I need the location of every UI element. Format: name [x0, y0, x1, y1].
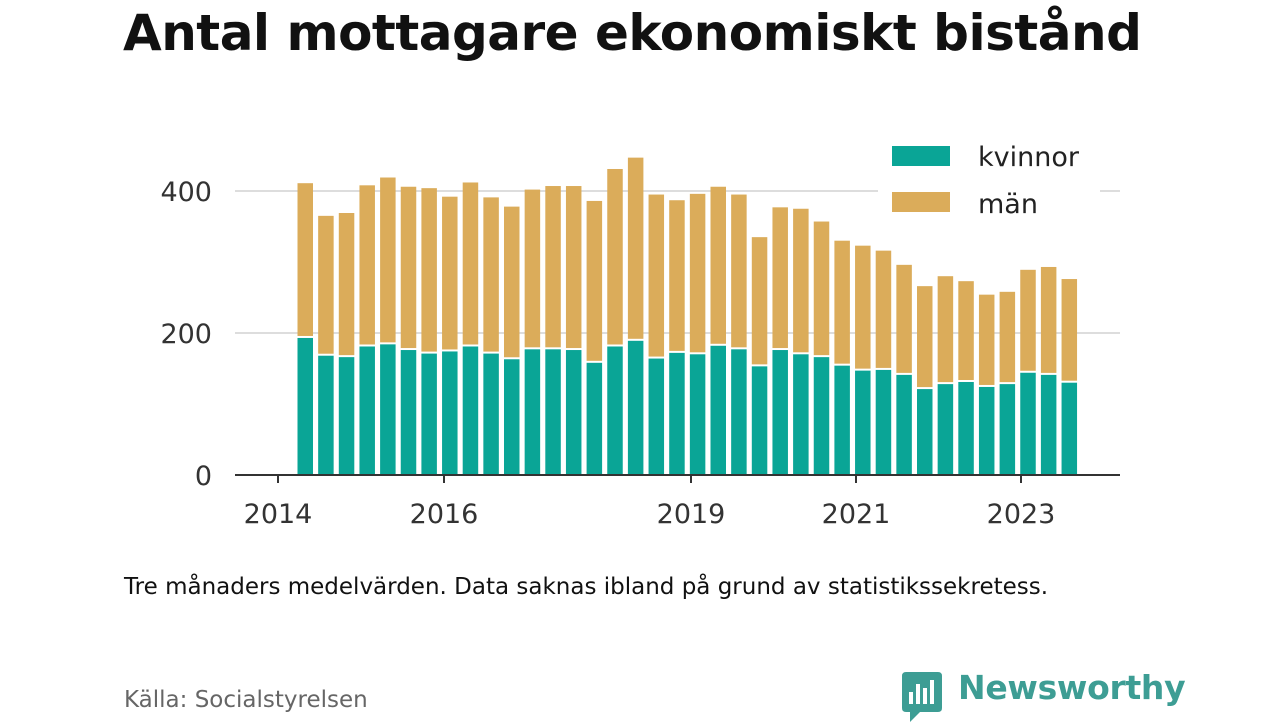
bar-man-6 [421, 188, 437, 352]
bar-kvinnor-13 [565, 350, 582, 475]
bar-man-2 [338, 213, 355, 356]
bar-man-37 [1061, 279, 1078, 381]
x-tick-label-2023: 2023 [987, 499, 1056, 530]
bar-kvinnor-0 [297, 337, 313, 475]
bar-kvinnor-1 [318, 355, 334, 475]
bar-kvinnor-2 [338, 357, 355, 475]
legend-label-man: män [978, 189, 1038, 220]
bar-man-19 [689, 193, 706, 353]
brand-name: Newsworthy [958, 668, 1186, 707]
bar-kvinnor-4 [380, 344, 396, 475]
bar-man-0 [297, 183, 313, 336]
y-tick-label-200: 200 [160, 319, 212, 350]
stacked-bar-chart: 0 200 400 2014 2016 2019 2021 2023 kvinnor män [160, 134, 1120, 530]
bar-man-18 [669, 200, 685, 351]
bar-kvinnor-36 [1040, 374, 1057, 475]
bar-kvinnor-26 [834, 365, 850, 475]
bar-man-22 [751, 237, 768, 365]
legend-label-kvinnor: kvinnor [978, 142, 1080, 173]
bar-man-33 [978, 294, 995, 385]
bar-man-4 [380, 177, 396, 343]
x-tick-label-2019: 2019 [657, 499, 726, 530]
bar-kvinnor-5 [400, 350, 417, 475]
x-tick-label-2021: 2021 [822, 499, 891, 530]
bar-kvinnor-16 [627, 340, 644, 475]
bar-man-17 [648, 194, 665, 357]
bar-kvinnor-12 [545, 349, 561, 475]
axes: 0 200 400 2014 2016 2019 2021 2023 [160, 177, 1120, 530]
chart-title: Antal mottagare ekonomiskt bistånd [123, 4, 1142, 62]
bar-kvinnor-37 [1061, 382, 1078, 475]
bar-kvinnor-6 [421, 353, 437, 475]
bar-man-16 [627, 157, 644, 339]
bar-man-29 [896, 264, 912, 373]
bar-kvinnor-10 [504, 359, 520, 475]
bar-man-26 [834, 240, 850, 364]
bar-man-30 [917, 286, 933, 388]
bar-man-8 [462, 182, 479, 345]
bar-man-27 [855, 245, 871, 369]
bar-kvinnor-30 [917, 389, 933, 475]
bar-kvinnor-35 [1020, 372, 1036, 475]
bar-man-7 [442, 196, 458, 350]
bar-man-28 [875, 250, 892, 368]
bar-kvinnor-7 [442, 351, 458, 475]
bar-man-3 [359, 185, 375, 345]
bar-man-25 [813, 221, 830, 356]
bar-man-9 [483, 197, 499, 352]
bar-man-11 [524, 189, 541, 348]
x-tick-label-2016: 2016 [410, 499, 479, 530]
bar-man-20 [710, 186, 726, 344]
bar-kvinnor-24 [793, 354, 809, 475]
bar-kvinnor-33 [978, 386, 995, 475]
y-tick-label-400: 400 [160, 177, 212, 208]
bar-kvinnor-32 [958, 381, 974, 475]
bar-kvinnor-25 [813, 357, 830, 475]
x-tick-label-2014: 2014 [244, 499, 313, 530]
bar-kvinnor-27 [855, 370, 871, 475]
bar-kvinnor-20 [710, 345, 726, 475]
bar-man-13 [565, 186, 582, 349]
bar-man-1 [318, 215, 334, 354]
bar-man-21 [731, 194, 747, 348]
bar-kvinnor-31 [937, 384, 954, 475]
source-text: Källa: Socialstyrelsen [124, 687, 368, 713]
legend: kvinnor män [878, 134, 1100, 238]
bar-man-32 [958, 281, 974, 380]
bar-kvinnor-17 [648, 358, 665, 475]
bar-man-10 [504, 206, 520, 358]
bar-man-12 [545, 186, 561, 348]
bar-kvinnor-3 [359, 346, 375, 475]
bar-kvinnor-28 [875, 369, 892, 475]
bar-kvinnor-15 [607, 346, 623, 475]
bar-kvinnor-34 [999, 384, 1016, 475]
bar-kvinnor-22 [751, 366, 768, 475]
bar-kvinnor-14 [586, 362, 603, 475]
chart-note: Tre månaders medelvärden. Data saknas ib… [124, 574, 1049, 600]
bar-man-31 [937, 276, 954, 383]
bar-kvinnor-23 [772, 350, 788, 475]
y-tick-label-0: 0 [195, 461, 212, 492]
bar-man-24 [793, 208, 809, 353]
bar-kvinnor-9 [483, 353, 499, 475]
bar-kvinnor-18 [669, 352, 685, 475]
bar-kvinnor-21 [731, 349, 747, 475]
bar-man-15 [607, 168, 623, 345]
bar-man-14 [586, 200, 603, 361]
newsworthy-logo-icon [902, 672, 942, 722]
bars [297, 157, 1078, 475]
bar-kvinnor-29 [896, 374, 912, 475]
bar-kvinnor-19 [689, 354, 706, 475]
bar-kvinnor-11 [524, 349, 541, 475]
bar-man-23 [772, 207, 788, 349]
bar-man-5 [400, 186, 417, 349]
bar-kvinnor-8 [462, 346, 479, 475]
bar-man-34 [999, 291, 1016, 383]
legend-swatch-kvinnor [892, 146, 950, 166]
bar-man-35 [1020, 269, 1036, 371]
legend-swatch-man [892, 192, 950, 212]
bar-man-36 [1040, 266, 1057, 373]
